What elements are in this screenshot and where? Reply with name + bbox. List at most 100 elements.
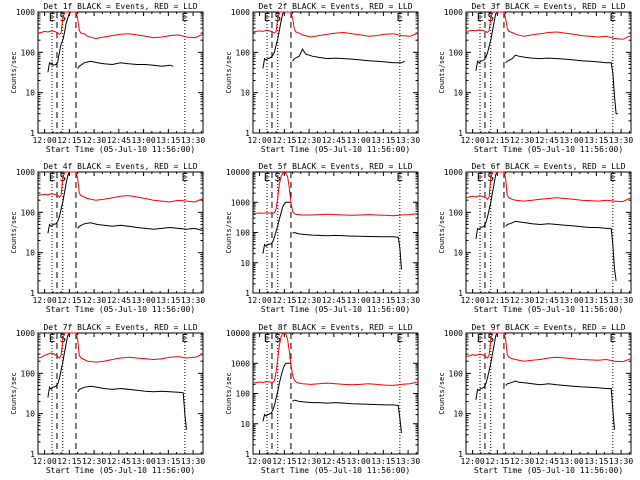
- x-tick-label: 12:15: [485, 296, 509, 305]
- y-tick-label: 10: [25, 89, 35, 98]
- event-marker-label: E: [397, 171, 404, 184]
- x-tick-label: 13:00: [132, 136, 156, 145]
- events-series-line: [475, 11, 618, 115]
- event-marker-label: E: [477, 332, 484, 345]
- y-tick-label: 100: [21, 369, 36, 378]
- chart-panel-9: Det 9f BLACK = Events, RED = LLD 1 10 100 10…: [438, 323, 633, 475]
- x-tick-label: 13:30: [396, 136, 420, 145]
- plot-frame: [465, 332, 632, 455]
- lld-series-line: [37, 332, 204, 363]
- chart-title: Det 6f BLACK = Events, RED = LLD: [471, 162, 625, 171]
- event-marker-label: E: [477, 11, 484, 24]
- y-tick-label: 10: [25, 249, 35, 258]
- x-tick-label: 12:30: [510, 296, 534, 305]
- y-tick-label: 1: [458, 289, 463, 298]
- event-marker-label: E: [264, 11, 271, 24]
- event-marker-label: E: [397, 11, 404, 24]
- x-tick-label: 13:00: [132, 296, 156, 305]
- event-marker-label: E: [182, 171, 189, 184]
- y-tick-label: 10: [240, 89, 250, 98]
- x-axis-label: Start Time (05-Jul-10 11:56:00): [46, 466, 195, 475]
- x-tick-label: 12:15: [272, 296, 296, 305]
- x-tick-label: 13:15: [156, 296, 180, 305]
- y-tick-label: 1: [30, 289, 35, 298]
- event-marker-label: S: [274, 171, 281, 184]
- y-axis-label: Counts/sec: [438, 211, 446, 253]
- y-tick-label: 1000: [231, 8, 250, 17]
- x-tick-label: 13:00: [560, 296, 584, 305]
- lld-series-line: [465, 11, 632, 40]
- x-tick-label: 12:45: [107, 296, 131, 305]
- plot-frame: [465, 11, 632, 134]
- y-tick-label: 1: [458, 450, 463, 459]
- chart-panel-2: Det 2f BLACK = Events, RED = LLD 1 10 100 10…: [225, 2, 420, 154]
- chart-title: Det 3f BLACK = Events, RED = LLD: [471, 2, 625, 11]
- x-tick-label: 12:30: [297, 136, 321, 145]
- y-tick-label: 10: [240, 259, 250, 268]
- x-tick-label: 13:30: [609, 296, 633, 305]
- x-tick-label: 13:30: [181, 296, 205, 305]
- x-tick-label: 13:30: [609, 136, 633, 145]
- x-tick-label: 12:45: [107, 457, 131, 466]
- events-series-line: [262, 201, 402, 270]
- event-marker-label: E: [610, 171, 617, 184]
- chart-panel-7: Det 7f BLACK = Events, RED = LLD 1 10 100 10…: [10, 323, 205, 475]
- chart-title: Det 7f BLACK = Events, RED = LLD: [43, 323, 197, 332]
- x-tick-label: 12:15: [272, 136, 296, 145]
- x-tick-label: 13:30: [609, 457, 633, 466]
- y-tick-label: 100: [449, 369, 464, 378]
- x-tick-label: 12:00: [461, 136, 485, 145]
- event-marker-label: E: [264, 332, 271, 345]
- x-tick-label: 12:30: [82, 296, 106, 305]
- x-axis-label: Start Time (05-Jul-10 11:56:00): [46, 145, 195, 154]
- x-tick-label: 12:15: [485, 136, 509, 145]
- y-tick-label: 1000: [231, 198, 250, 207]
- x-tick-label: 12:00: [33, 296, 57, 305]
- lld-series-line: [252, 11, 419, 38]
- y-tick-label: 10: [453, 249, 463, 258]
- x-tick-label: 12:30: [510, 136, 534, 145]
- event-marker-label: E: [182, 332, 189, 345]
- y-tick-label: 1000: [444, 329, 463, 338]
- y-axis-label: Counts/sec: [438, 51, 446, 93]
- x-tick-label: 13:15: [584, 457, 608, 466]
- x-tick-label: 12:00: [33, 136, 57, 145]
- y-axis-label: Counts/sec: [10, 211, 18, 253]
- plot-frame: [37, 11, 204, 134]
- plot-frame: [465, 171, 632, 294]
- chart-title: Det 1f BLACK = Events, RED = LLD: [43, 2, 197, 11]
- x-tick-label: 12:00: [248, 136, 272, 145]
- x-tick-label: 13:00: [347, 136, 371, 145]
- y-tick-label: 100: [236, 229, 251, 238]
- y-axis-label: Counts/sec: [225, 211, 233, 253]
- lld-series-line: [37, 171, 204, 203]
- x-tick-label: 12:45: [535, 457, 559, 466]
- chart-panel-8: Det 8f BLACK = Events, RED = LLD 1 10 100 10…: [225, 323, 420, 475]
- y-tick-label: 100: [236, 48, 251, 57]
- x-tick-label: 12:30: [82, 457, 106, 466]
- events-series-line: [47, 11, 174, 73]
- x-tick-label: 12:45: [535, 296, 559, 305]
- y-tick-label: 1000: [16, 329, 35, 338]
- lld-series-line: [37, 11, 204, 40]
- x-tick-label: 13:15: [584, 296, 608, 305]
- x-tick-label: 13:15: [371, 296, 395, 305]
- x-tick-label: 13:15: [371, 136, 395, 145]
- y-tick-label: 100: [449, 48, 464, 57]
- x-tick-label: 13:00: [560, 457, 584, 466]
- y-tick-label: 1000: [16, 168, 35, 177]
- x-axis-label: Start Time (05-Jul-10 11:56:00): [474, 466, 623, 475]
- lld-series-line: [465, 171, 632, 203]
- y-tick-label: 1000: [444, 168, 463, 177]
- chart-title: Det 2f BLACK = Events, RED = LLD: [258, 2, 412, 11]
- events-series-line: [475, 332, 615, 430]
- plot-frame: [252, 11, 419, 134]
- x-tick-label: 12:45: [322, 296, 346, 305]
- y-tick-label: 10: [240, 420, 250, 429]
- lld-series-line: [465, 332, 632, 363]
- x-tick-label: 13:00: [347, 457, 371, 466]
- x-tick-label: 13:30: [396, 457, 420, 466]
- event-marker-label: E: [49, 11, 56, 24]
- x-tick-label: 12:15: [272, 457, 296, 466]
